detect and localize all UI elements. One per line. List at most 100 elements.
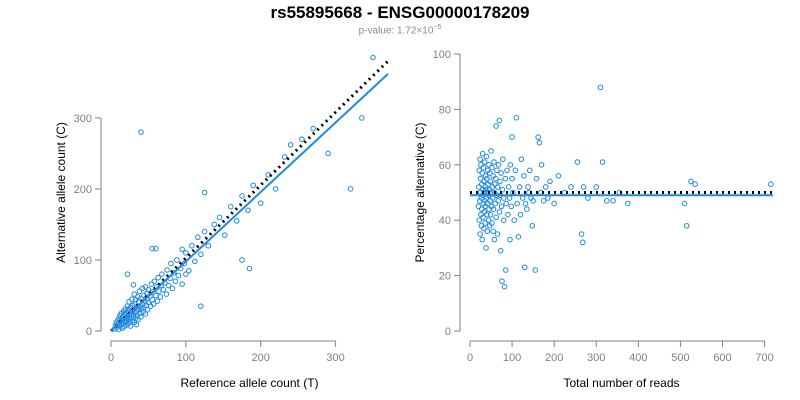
chart1-x-tick-label: 0 — [108, 352, 114, 364]
chart2-data-point — [502, 267, 509, 273]
chart2-data-point — [498, 170, 504, 176]
chart1-data-point — [192, 258, 198, 265]
chart1-data-point — [163, 291, 170, 297]
chart2-x-tick-label: 300 — [587, 352, 605, 364]
chart2-y-axis-label: Percentage alternative (C) — [413, 122, 427, 262]
chart2-data-point — [518, 156, 525, 163]
chart1-y-tick-label: 300 — [74, 113, 92, 125]
chart1-fit-line — [110, 73, 389, 332]
chart2-data-point — [692, 181, 698, 187]
chart2-data-point — [688, 178, 694, 185]
chart1-data-point — [138, 129, 144, 135]
chart1-data-point — [130, 306, 137, 313]
chart2-data-point — [484, 211, 490, 218]
chart2-data-point — [487, 211, 494, 218]
chart1-data-point — [175, 272, 182, 279]
chart2-data-point — [525, 184, 531, 190]
chart1-data-point — [172, 278, 179, 285]
chart1-data-point — [201, 228, 208, 235]
chart1-data-point — [325, 150, 331, 157]
chart1-data-point — [272, 186, 279, 192]
chart1-data-point — [160, 287, 167, 293]
chart2-data-point — [496, 209, 503, 215]
chart2-x-tick-label: 600 — [713, 352, 731, 364]
chart1-data-point — [189, 242, 195, 249]
chart1-data-point — [145, 287, 152, 293]
chart2-data-point — [490, 228, 496, 235]
chart2-data-point — [555, 173, 562, 179]
chart2-data-point — [536, 139, 543, 146]
chart2-data-point — [485, 217, 492, 223]
chart2-data-point — [532, 267, 539, 273]
chart1-data-point — [150, 301, 157, 307]
chart1-data-point — [201, 189, 208, 196]
chart2-data-point — [585, 195, 591, 201]
chart1-data-point — [156, 288, 162, 295]
chart2-data-point — [500, 156, 506, 163]
chart1-data-point — [159, 271, 165, 277]
chart2-data-point — [516, 184, 523, 190]
chart2-data-point — [514, 200, 520, 207]
chart2-y-tick-label: 100 — [433, 49, 451, 61]
chart2-data-point — [496, 117, 503, 124]
chart2-data-point — [526, 167, 533, 174]
chart1-data-point — [124, 271, 131, 277]
chart2-x-tick-label: 400 — [629, 352, 647, 364]
chart2-data-point — [521, 173, 527, 179]
chart2-y-tick-label: 0 — [445, 326, 451, 338]
chart1-data-point — [347, 186, 354, 192]
chart1-data-point — [205, 242, 212, 249]
chart1-data-point — [127, 323, 134, 329]
chart1-data-point — [153, 292, 159, 299]
chart2-data-point — [524, 206, 530, 212]
chart1-data-point — [149, 245, 155, 252]
chart1-data-point — [130, 282, 137, 288]
chart1-data-point — [198, 303, 204, 309]
chart1-data-point — [135, 316, 141, 323]
chart2-data-point — [545, 195, 551, 201]
chart2-x-axis-label: Total number of reads — [563, 376, 679, 390]
chart2-data-point — [476, 167, 483, 174]
chart2-data-point — [509, 134, 515, 140]
chart2-data-point — [502, 175, 509, 182]
chart2-data-point — [568, 184, 574, 190]
chart-title: rs55895668 - ENSG00000178209 — [270, 3, 530, 22]
chart1-data-point — [287, 142, 294, 148]
chart2-data-point — [593, 184, 600, 190]
chart2-data-point — [477, 175, 484, 182]
chart2-data-point — [504, 167, 510, 174]
chart2-data-point — [483, 153, 490, 160]
chart1-data-point — [164, 267, 170, 273]
chart1-data-point — [221, 232, 228, 238]
chart1-data-point — [129, 296, 135, 302]
chart1-data-point — [183, 271, 189, 277]
chart2-data-point — [500, 195, 507, 201]
chart1-data-point — [148, 281, 155, 287]
chart2-data-point — [490, 206, 497, 212]
chart2-data-point — [538, 162, 545, 168]
chart1-data-point — [299, 136, 305, 143]
chart2-data-point — [625, 200, 631, 207]
chart2-data-point — [489, 164, 495, 171]
chart2-data-point — [513, 114, 520, 121]
chart2-data-point — [507, 162, 514, 168]
chart2-data-point — [683, 222, 690, 229]
chart2-data-point — [530, 198, 536, 204]
chart2-data-point — [542, 184, 549, 190]
chart2-data-point — [487, 178, 494, 185]
chart1-data-point — [168, 260, 174, 267]
chart1-data-point — [179, 246, 185, 253]
chart2-data-point — [499, 278, 505, 284]
chart2-data-point — [477, 156, 483, 163]
chart2-data-point — [488, 148, 494, 154]
chart2-x-tick-label: 700 — [755, 352, 773, 364]
chart2-y-tick-label: 40 — [439, 215, 451, 227]
chart2-data-point — [475, 203, 482, 210]
chart1-x-tick-label: 200 — [252, 352, 270, 364]
chart2-data-point — [768, 181, 774, 187]
chart1-data-point — [233, 218, 240, 224]
chart2-data-point — [515, 234, 522, 240]
chart2-data-point — [491, 159, 497, 165]
chart1-data-point — [126, 299, 132, 305]
